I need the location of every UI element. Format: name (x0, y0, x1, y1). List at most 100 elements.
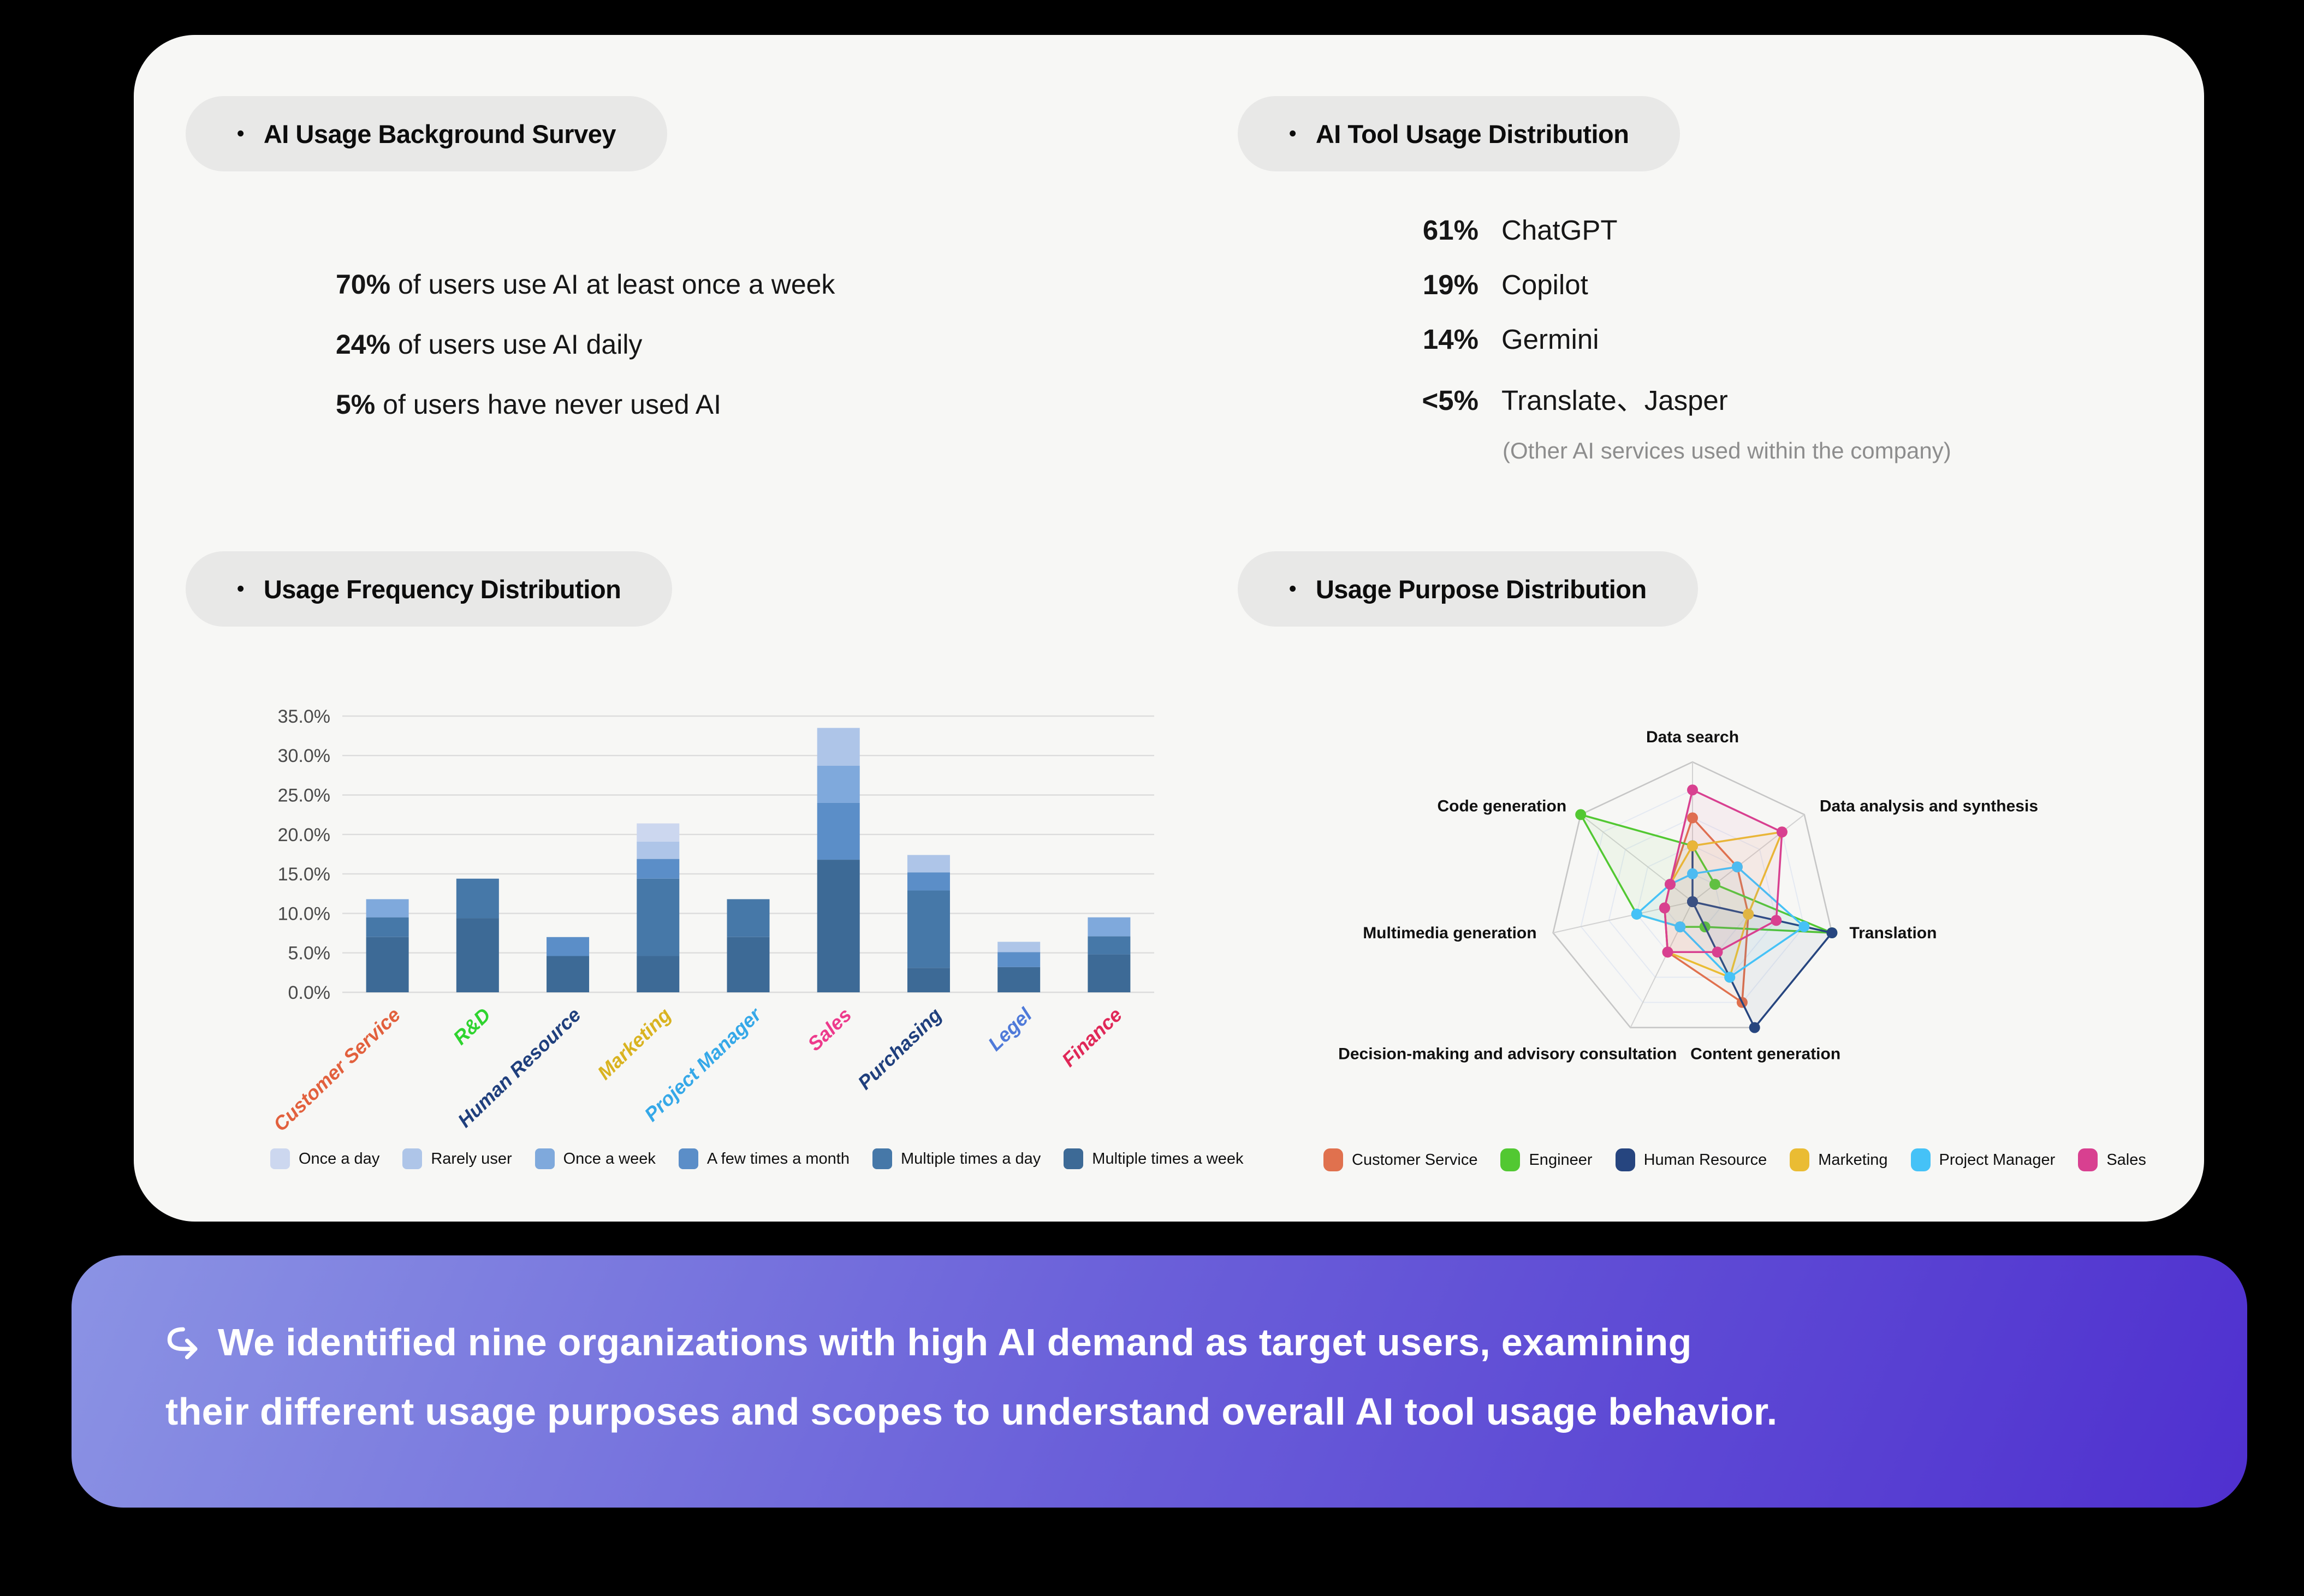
tool-row: 19% Copilot (1387, 269, 1951, 323)
bar-segment (817, 860, 860, 992)
section-title-survey: • AI Usage Background Survey (186, 96, 668, 171)
legend-item: Multiple times a week (1064, 1148, 1244, 1169)
bar-segment (366, 937, 409, 992)
section-title-purpose: • Usage Purpose Distribution (1238, 551, 1698, 627)
stat-text: of users use AI at least once a week (390, 269, 835, 300)
legend-item: Rarely user (402, 1148, 512, 1169)
bar-segment (547, 937, 590, 956)
radar-point (1687, 784, 1698, 796)
legend-label: Multiple times a day (901, 1150, 1041, 1168)
radar-point (1662, 946, 1673, 958)
stat-text: of users have never used AI (375, 389, 721, 420)
radar-point (1749, 1022, 1760, 1033)
banner-line-1: We identified nine organizations with hi… (165, 1308, 2247, 1377)
bar-segment (907, 872, 950, 891)
stat-line: 5% of users have never used AI (336, 389, 835, 420)
bar-segment (907, 855, 950, 873)
legend-swatch (872, 1148, 892, 1169)
x-label: Finance (1058, 1003, 1126, 1071)
legend-label: Project Manager (1939, 1151, 2056, 1169)
legend-swatch (270, 1148, 290, 1169)
radar-point (1771, 915, 1782, 926)
bar-Human Resource (547, 937, 590, 992)
radar-series-Sales (1659, 784, 1788, 958)
banner-text-line2: their different usage purposes and scope… (165, 1390, 1778, 1433)
purpose-chart-legend: Customer Service Engineer Human Resource Ma… (1323, 1148, 2169, 1171)
purpose-radar-chart: Data search Data analysis and synthesis Tr… (1338, 728, 2038, 1063)
legend-swatch (1323, 1148, 1343, 1171)
bar-segment (997, 952, 1041, 967)
tool-rows: 61% ChatGPT 19% Copilot 14% Germini <5% Transla… (1387, 214, 1951, 432)
frequency-title: Usage Frequency Distribution (263, 574, 621, 604)
legend-item: Sales (2078, 1148, 2146, 1171)
legend-swatch (1615, 1148, 1635, 1171)
stat-line: 24% of users use AI daily (336, 329, 835, 360)
tool-usage-note: (Other AI services used within the compa… (1503, 438, 1951, 463)
bar-segment (637, 859, 680, 879)
radar-axis-label: Content generation (1690, 1045, 1840, 1063)
svg-text:5.0%: 5.0% (288, 943, 331, 964)
tool-row: <5% Translate、Jasper (1387, 378, 1951, 432)
legend-item: Customer Service (1323, 1148, 1477, 1171)
radar-axis-label: Decision-making and advisory consultatio… (1338, 1045, 1677, 1063)
frequency-chart-legend: Once a day Rarely user Once a week A few ti… (270, 1148, 1267, 1169)
radar-point (1659, 902, 1670, 914)
legend-label: Sales (2106, 1151, 2146, 1169)
legend-swatch (1790, 1148, 1810, 1171)
stat-text: of users use AI daily (390, 329, 643, 360)
legend-item: Once a day (270, 1148, 379, 1169)
stat-value: 5% (336, 389, 376, 420)
legend-item: A few times a month (678, 1148, 850, 1169)
hook-arrow-icon (165, 1324, 203, 1361)
stat-value: 24% (336, 329, 391, 360)
bar-segment (456, 878, 499, 919)
bar-segment (637, 823, 680, 842)
radar-point (1743, 908, 1754, 920)
x-label: Sales (803, 1003, 856, 1055)
frequency-bar-chart: 0.0% 5.0% 10.0% 15.0% 20.0% 25.0% 30.0% 35.0% Cu… (269, 706, 1154, 1135)
legend-swatch (402, 1148, 423, 1169)
bar-segment (817, 728, 860, 766)
legend-item: Human Resource (1615, 1148, 1767, 1171)
svg-text:30.0%: 30.0% (278, 746, 330, 766)
tool-value: 19% (1422, 269, 1478, 300)
tool-row: 14% Germini (1387, 323, 1951, 378)
legend-label: A few times a month (706, 1150, 850, 1168)
svg-text:10.0%: 10.0% (278, 903, 330, 924)
tool-row: 61% ChatGPT (1387, 214, 1951, 269)
tool-usage-list: 61% ChatGPT 19% Copilot 14% Germini <5% Transla… (1387, 214, 1951, 464)
tool-name: ChatGPT (1501, 215, 1618, 246)
bar-R&D (456, 878, 499, 992)
radar-axis-label: Data analysis and synthesis (1820, 797, 2038, 815)
legend-label: Once a week (563, 1150, 656, 1168)
bars (366, 728, 1131, 992)
bar-Project Manager (727, 899, 770, 992)
radar-axis-label: Data search (1646, 728, 1739, 746)
bar-segment (727, 899, 770, 937)
legend-swatch (678, 1148, 698, 1169)
x-label: Purchasing (853, 1003, 946, 1094)
radar-point (1687, 840, 1698, 851)
bar-segment (1088, 936, 1131, 955)
summary-banner: We identified nine organizations with hi… (72, 1255, 2247, 1508)
bar-grid: 0.0% 5.0% 10.0% 15.0% 20.0% 25.0% 30.0% 35.0% (278, 706, 1154, 1003)
bar-Customer Service (366, 899, 409, 992)
radar-point (1631, 908, 1642, 920)
radar-point (1776, 826, 1788, 838)
legend-label: Human Resource (1643, 1151, 1767, 1169)
bar-segment (366, 917, 409, 937)
bar-segment (637, 878, 680, 956)
survey-title: AI Usage Background Survey (263, 119, 616, 148)
legend-label: Multiple times a week (1092, 1150, 1244, 1168)
legend-label: Customer Service (1352, 1151, 1478, 1169)
svg-text:20.0%: 20.0% (278, 825, 330, 845)
purpose-title: Usage Purpose Distribution (1315, 574, 1647, 604)
bar-segment (456, 918, 499, 992)
stat-line: 70% of users use AI at least once a week (336, 269, 835, 300)
x-label: Customer Service (269, 1003, 405, 1135)
bullet-icon: • (1289, 577, 1296, 600)
section-title-frequency: • Usage Frequency Distribution (186, 551, 673, 627)
bar-segment (637, 841, 680, 859)
bullet-icon: • (237, 122, 244, 145)
legend-item: Engineer (1500, 1148, 1593, 1171)
